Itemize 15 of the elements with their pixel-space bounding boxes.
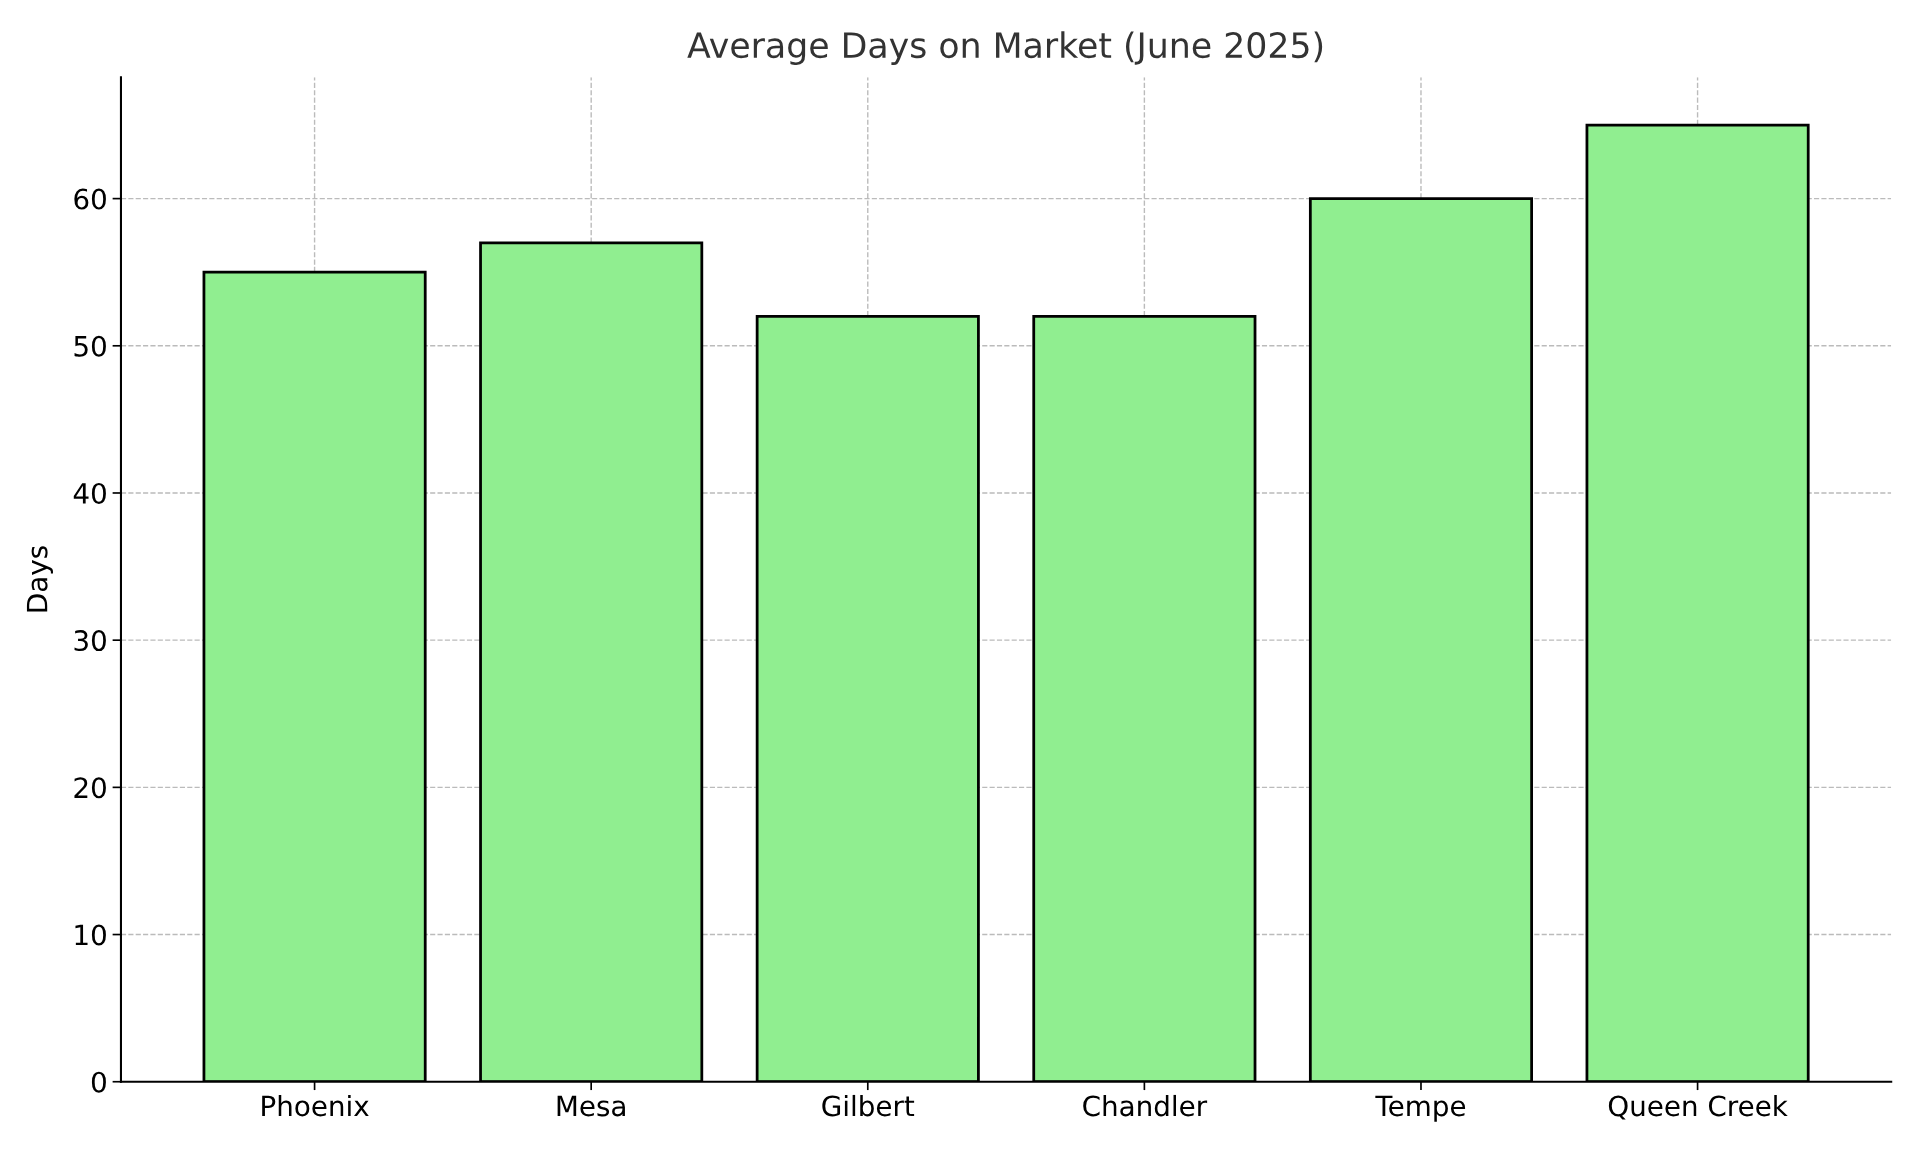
x-tick-label: Tempe bbox=[1375, 1095, 1466, 1122]
chart-title: Average Days on Market (June 2025) bbox=[687, 31, 1323, 65]
y-axis-title: Days bbox=[26, 546, 53, 612]
y-tick-label: 0 bbox=[91, 1071, 106, 1093]
y-tick-label: 30 bbox=[74, 630, 106, 652]
y-tick-label: 50 bbox=[74, 335, 106, 357]
y-tick-label: 20 bbox=[74, 777, 106, 799]
x-tick-label: Chandler bbox=[1083, 1094, 1208, 1117]
x-tick-label: Queen Creek bbox=[1608, 1094, 1788, 1120]
y-tick-label: 60 bbox=[74, 188, 106, 210]
x-tick-label: Mesa bbox=[557, 1095, 625, 1117]
y-tick-label: 40 bbox=[73, 482, 106, 504]
x-tick-label: Gilbert bbox=[822, 1094, 915, 1117]
y-tick-label: 10 bbox=[75, 924, 106, 946]
x-tick-label: Phoenix bbox=[262, 1094, 369, 1117]
